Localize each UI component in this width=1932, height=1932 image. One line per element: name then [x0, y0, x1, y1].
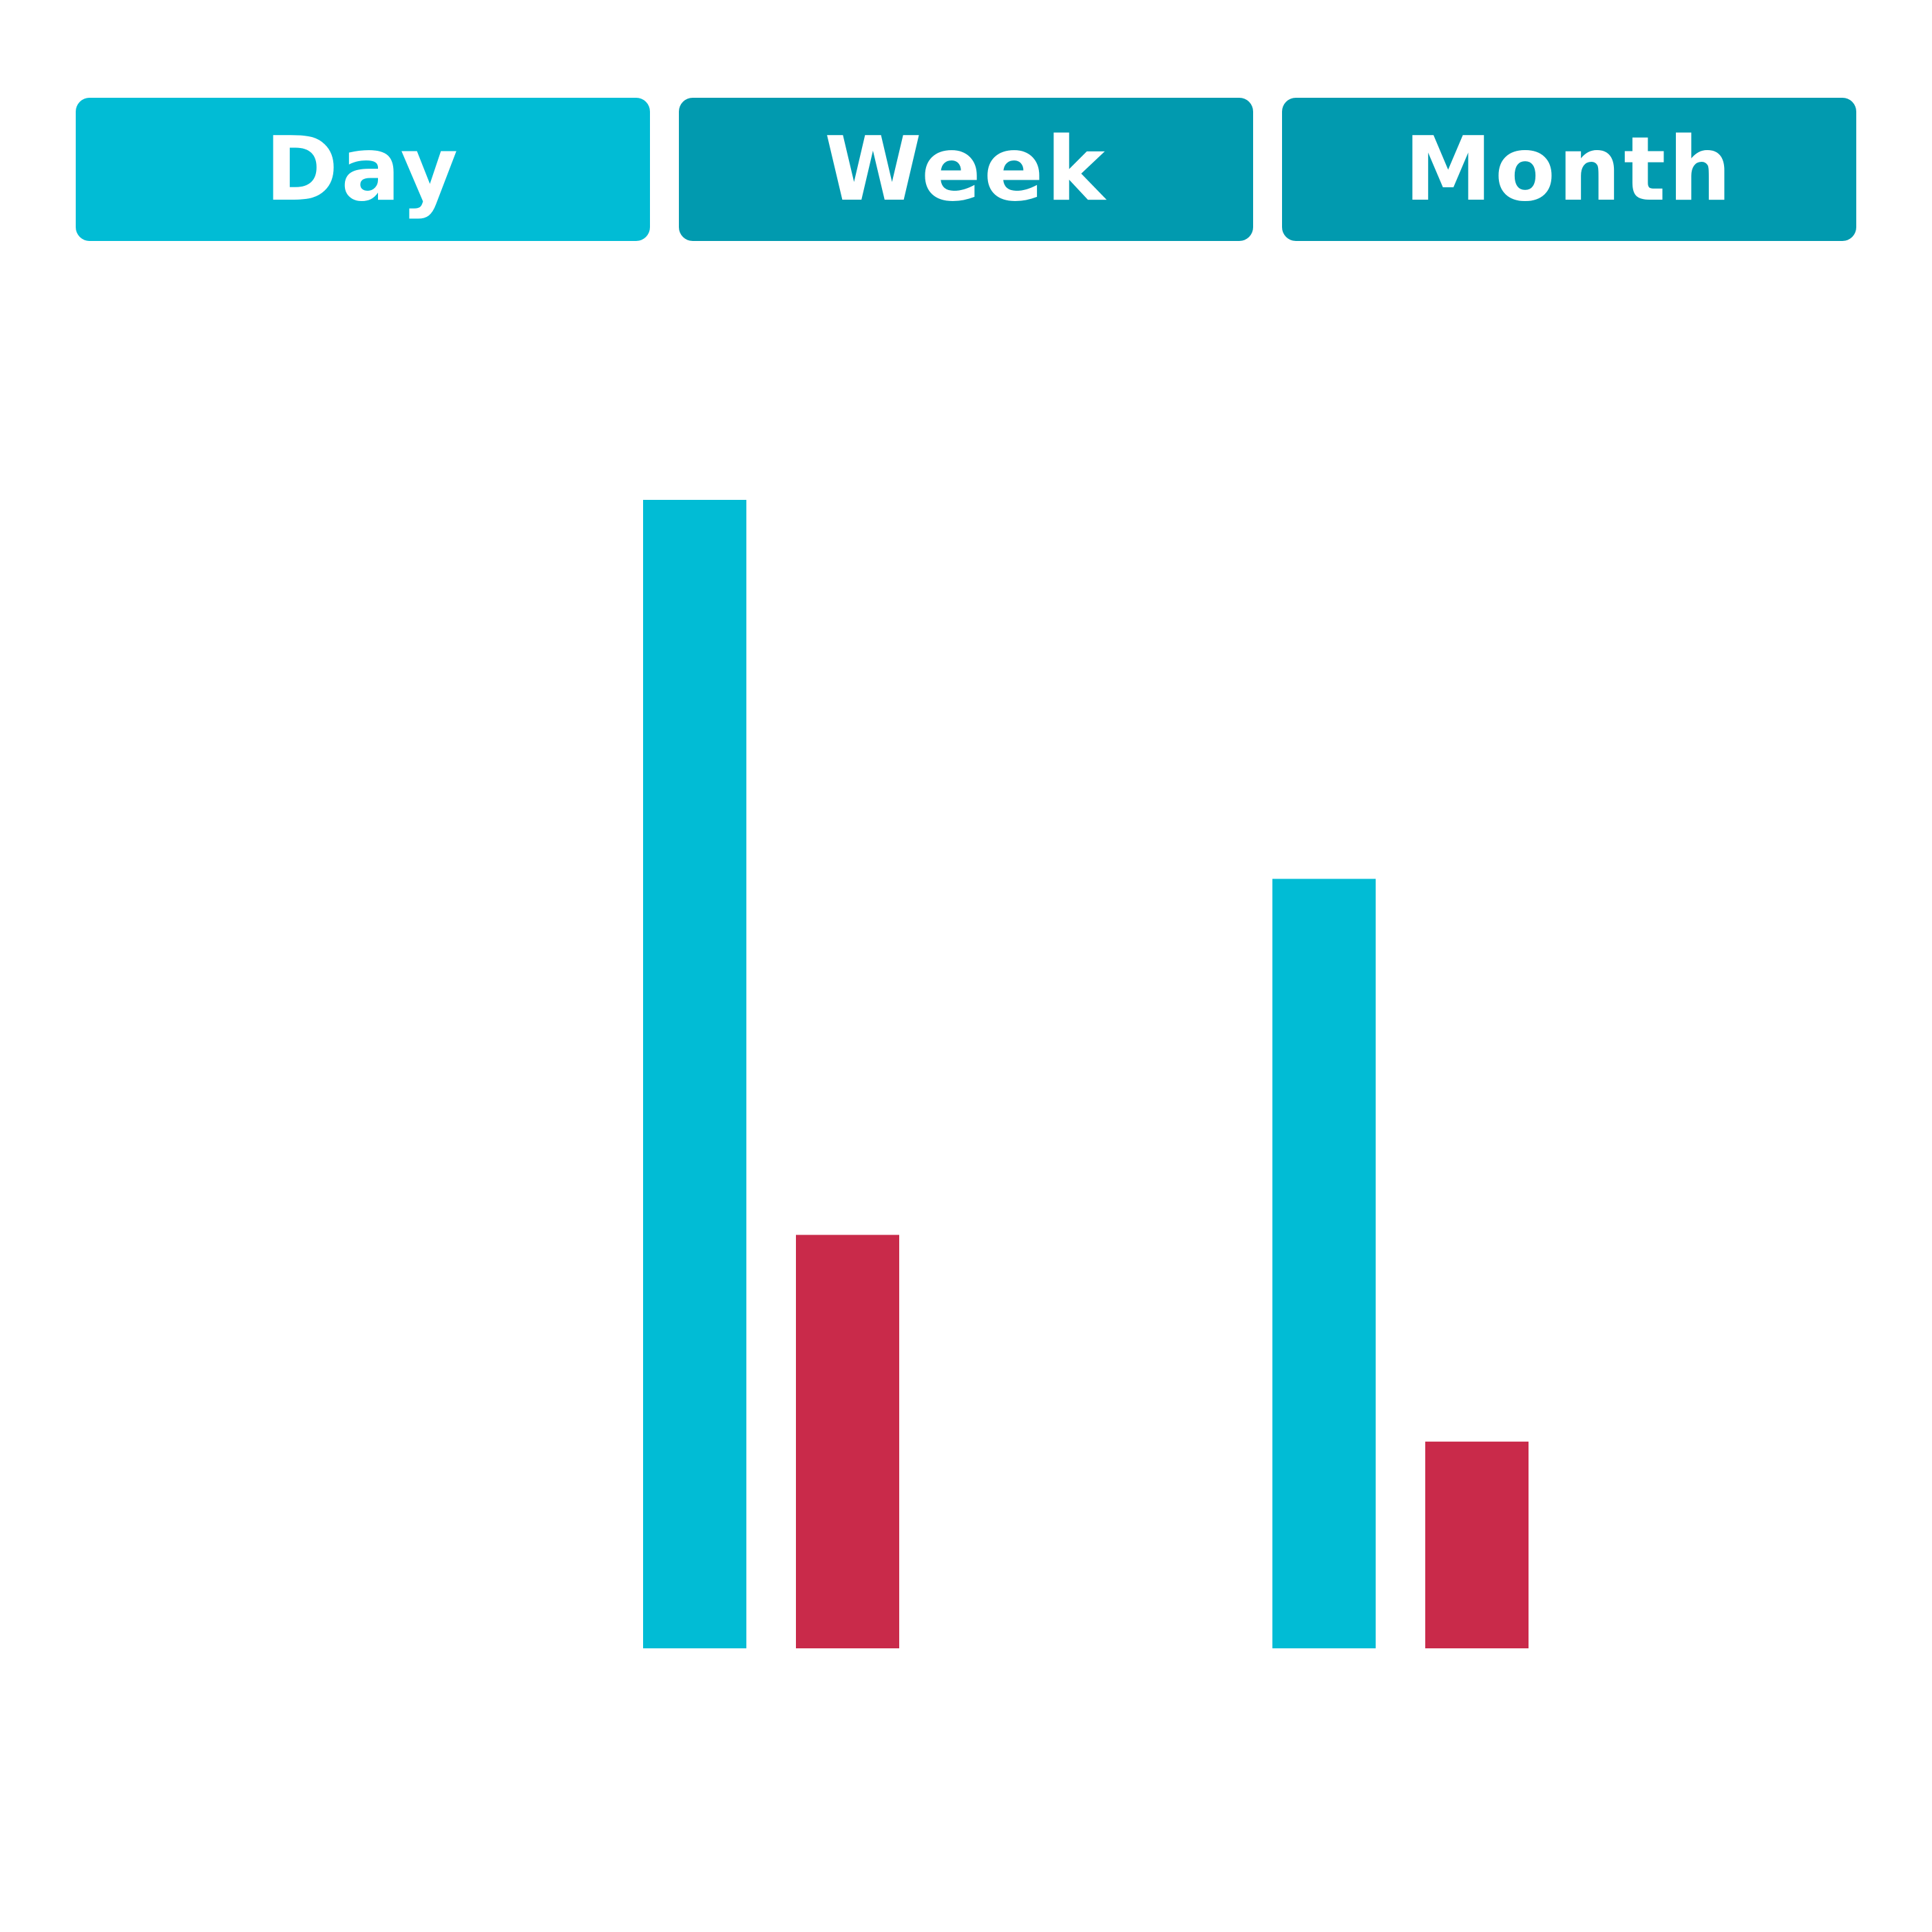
period-tab-bar: Day Week Month — [76, 98, 1856, 241]
bar-group-2-series-2 — [1425, 1441, 1529, 1648]
bar-group-1-series-2 — [796, 1235, 899, 1648]
tab-month-label: Month — [1404, 118, 1734, 221]
tab-week[interactable]: Week — [679, 98, 1253, 241]
tab-month[interactable]: Month — [1282, 98, 1856, 241]
bar-group-2-series-1 — [1272, 879, 1376, 1648]
tab-week-label: Week — [824, 118, 1108, 221]
tab-day[interactable]: Day — [76, 98, 650, 241]
tab-day-label: Day — [264, 118, 461, 221]
bar-group-1-series-1 — [643, 500, 746, 1648]
